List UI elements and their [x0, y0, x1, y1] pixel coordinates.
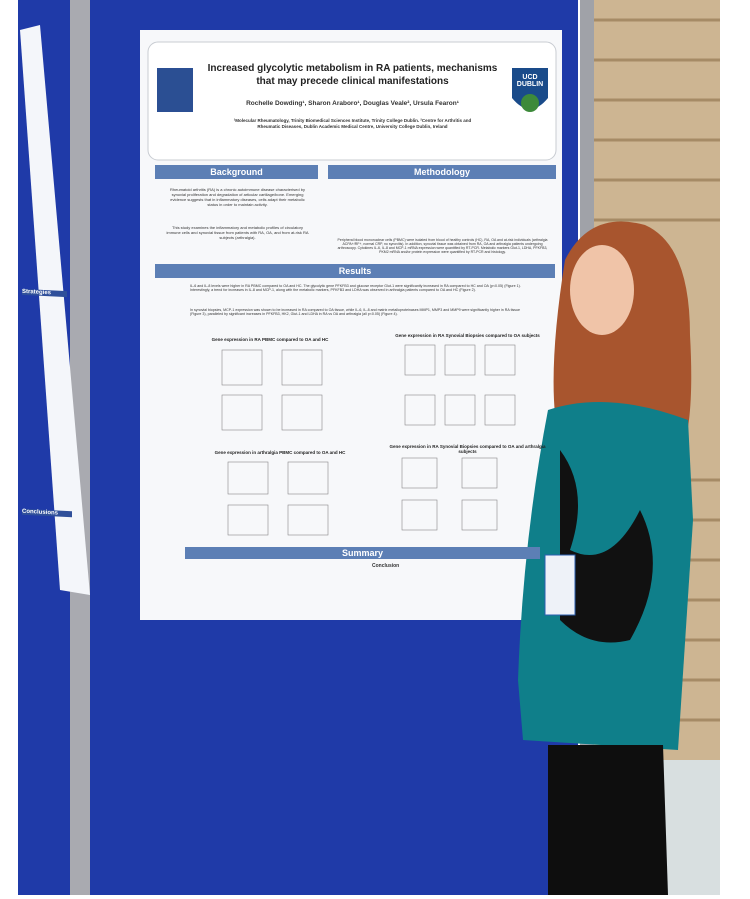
ucd-logo — [512, 68, 548, 109]
conclusion-label: Conclusion — [372, 563, 400, 569]
dress-pattern — [560, 450, 653, 643]
paragraph: Rheumatoid arthritis (RA) is a chronic a… — [170, 187, 305, 207]
figure-title: Gene expression in arthralgia PBMC compa… — [214, 450, 346, 455]
figure-title: Gene expression in RA Synovial Biopsies … — [389, 444, 546, 454]
floor — [660, 760, 720, 895]
section-heading: Results — [155, 264, 555, 278]
authors: Rochelle Dowding¹, Sharon Araboro¹, Doug… — [246, 100, 459, 107]
logo-text: UCD DUBLIN — [516, 74, 544, 88]
face — [570, 245, 634, 335]
paragraph: Peripheral blood mononuclear cells (PBMC… — [337, 238, 548, 254]
section-heading: Methodology — [328, 165, 556, 179]
poster-title: Increased glycolytic metabolism in RA pa… — [207, 63, 498, 87]
paragraph: IL-6 and IL-8 levels were higher in RA P… — [190, 284, 521, 293]
paragraph: This study examines the inflammatory and… — [166, 225, 309, 240]
badge — [544, 554, 576, 616]
section-heading: Background — [155, 165, 318, 179]
ucd-crest — [521, 94, 539, 112]
left-poster — [20, 25, 90, 595]
board-frame — [70, 0, 90, 895]
section-heading: Summary — [185, 547, 540, 559]
affiliations: ¹Molecular Rheumatology, Trinity Biomedi… — [233, 118, 472, 129]
figure-title: Gene expression in RA PBMC compared to O… — [211, 337, 329, 342]
title-box — [147, 41, 557, 161]
tcd-logo — [157, 68, 193, 112]
figure-plots — [221, 344, 516, 536]
legs — [548, 745, 668, 895]
paragraph: In synovial biopsies, MCP-1 expression w… — [190, 308, 520, 317]
figure-title: Gene expression in RA Synovial Biopsies … — [395, 333, 540, 338]
